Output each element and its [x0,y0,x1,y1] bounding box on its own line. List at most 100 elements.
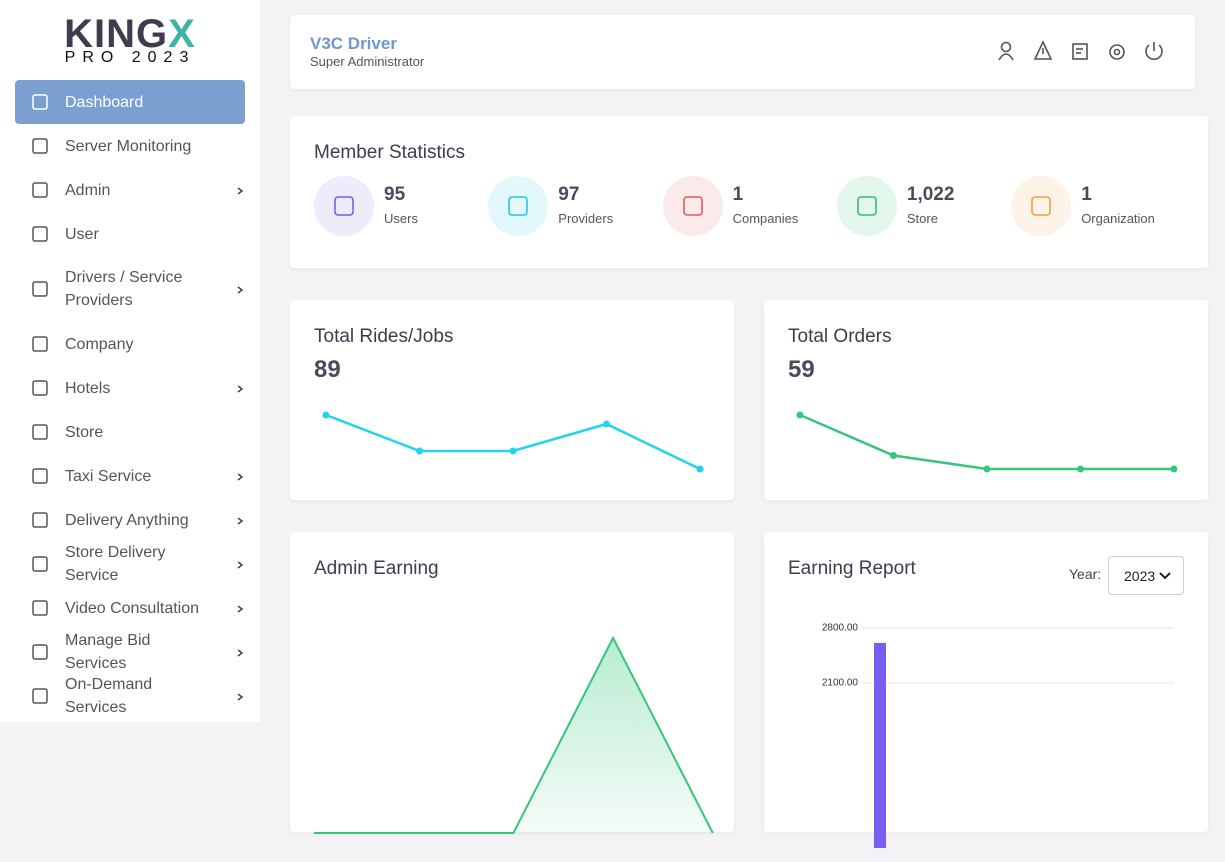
stat-icon-glyph [334,196,354,216]
menu-item[interactable]: Hotels [15,366,245,410]
chart-card: Earning Report 2100.00 2800.00 Year: 2023 [764,532,1208,848]
chevron [237,605,244,613]
menu-item[interactable]: Admin [15,168,245,212]
stat-value: 1 [732,184,744,205]
alert-icon[interactable] [1033,40,1053,60]
icon-shape [32,94,48,110]
profile-icon[interactable] [998,41,1014,61]
menu-label: On-Demand Services [65,676,153,716]
menu-icon [32,644,48,660]
chevron-shape [237,517,244,525]
icon-shape [32,512,48,528]
stat-icon-glyph [857,196,877,216]
card-total: 89 [314,356,341,383]
point [796,411,804,419]
menu-icon [32,600,48,616]
menu-item[interactable]: Delivery Anything [15,498,245,542]
card-total: 59 [788,356,815,383]
menu-item[interactable]: Server Monitoring [15,124,245,168]
year-label: Year: [1069,566,1102,582]
stat-icon-glyph [508,196,529,216]
icon-shape [32,281,48,297]
header-icons[interactable] [990,32,1190,72]
icon-shape [32,688,48,704]
chart [314,635,714,834]
logo-accent: X [168,12,196,56]
menu-item[interactable]: Company [15,322,245,366]
icon-shape [32,182,48,198]
icon-shape [32,556,48,572]
card-title: Member Statistics [314,142,465,163]
stat-value: 97 [558,184,580,205]
icon-shape [32,600,48,616]
chevron [237,385,244,393]
point [416,447,423,455]
icon-shape [32,424,48,440]
point [322,411,330,419]
menu-item[interactable]: Dashboard [15,80,245,124]
menu-item[interactable]: Drivers / Service Providers [15,256,245,322]
chevron-shape [237,286,244,294]
card-title: Total Rides/Jobs [314,326,454,347]
stat-icon [836,176,897,236]
chevron-shape [237,385,244,393]
chevron-shape [237,649,244,657]
menu-item[interactable]: Video Consultation [15,586,245,630]
stat-label: Users [384,211,418,226]
menu-item[interactable]: Manage Bid Services [15,630,245,674]
point [1077,465,1084,473]
menu-label: Store Delivery Service [65,544,166,584]
card-title: Earning Report [788,558,916,579]
line [325,413,701,471]
chevron [237,561,244,569]
y-tick-label: 2100.00 [822,678,859,689]
stat-icon-bg [836,176,897,236]
menu-icon [32,281,48,297]
sidebar: KINGX PRO 2023 Dashboard Server Monitorin… [0,0,260,722]
menu-item[interactable]: User [15,212,245,256]
menu-label: Admin [65,181,111,199]
stat-value: 95 [384,184,406,205]
stat-value: 1,022 [906,184,955,205]
stat-icon-glyph [1031,196,1051,216]
chart-card: Total Rides/Jobs 89 [290,300,734,500]
menu-icon [32,138,48,154]
menu-label: User [65,225,99,243]
bar [874,642,886,848]
point [696,465,704,473]
edit-icon[interactable] [1072,43,1088,60]
icon-shape [32,226,48,242]
card-title: Total Orders [788,326,892,347]
y-tick-label: 2800.00 [822,623,859,634]
menu-icon [32,556,48,572]
menu-item[interactable]: On-Demand Services [15,674,245,718]
chevron [237,286,244,294]
stat-icon [662,176,723,236]
stat-icon [488,176,549,236]
menu-label: Hotels [65,379,111,397]
menu-item[interactable]: Store Delivery Service [15,542,245,586]
icon-shape [32,644,48,660]
stat-icon-glyph [682,196,703,216]
menu-item[interactable]: Taxi Service [15,454,245,498]
icon-shape [32,380,48,396]
menu-icon [32,182,48,198]
stat-icon-bg [1011,176,1072,236]
icon-shape [32,468,48,484]
point [890,452,897,459]
menu-label: Taxi Service [65,467,152,485]
settings-icon[interactable] [1109,44,1125,60]
year-select[interactable]: 2023 [1108,556,1184,595]
stat-value: 1 [1081,184,1092,205]
stat-icon-bg [314,176,374,236]
point [1170,465,1178,473]
chevron [237,693,244,701]
arrow-shape [1159,572,1171,580]
logout-icon[interactable] [1145,42,1163,60]
menu-item[interactable]: Store [15,410,245,454]
logo: KINGX [0,12,260,57]
logo-name: KING [64,12,169,56]
menu-label: Store [65,423,104,441]
chart-card: Total Orders 59 [764,300,1208,500]
icon-shape [32,138,48,154]
